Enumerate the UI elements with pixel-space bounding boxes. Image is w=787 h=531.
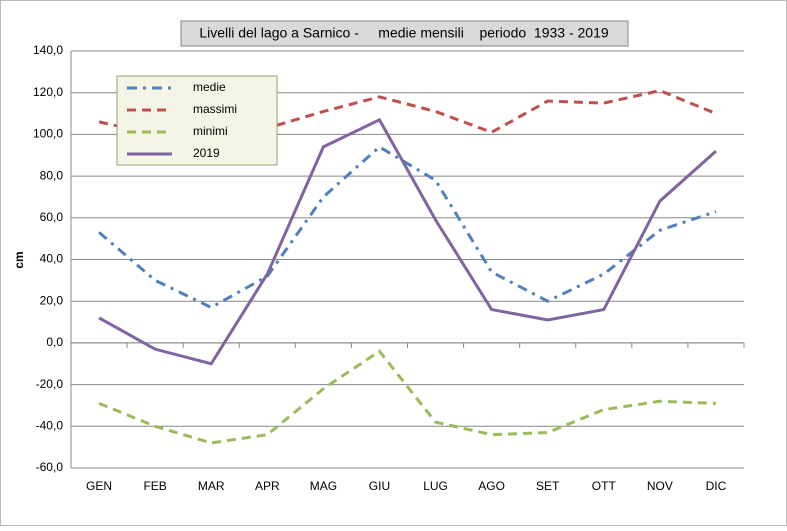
y-tick-label: 80,0 <box>40 168 64 182</box>
title-box <box>180 20 629 47</box>
series-line <box>98 117 717 366</box>
chart-title: Livelli del lago a Sarnico - medie mensi… <box>199 25 609 41</box>
x-tick-label: FEB <box>143 479 166 493</box>
x-tick-label: GIU <box>369 479 390 493</box>
series-line <box>98 89 717 138</box>
legend-label: 2019 <box>193 146 220 160</box>
x-tick-label: APR <box>255 479 280 493</box>
x-tick-label: SET <box>536 479 560 493</box>
y-tick-label: -60,0 <box>36 460 64 474</box>
y-axis-label: cm <box>12 251 26 268</box>
x-tick-label: GEN <box>86 479 112 493</box>
y-tick-label: 100,0 <box>33 127 63 141</box>
y-tick-label: 20,0 <box>40 293 64 307</box>
x-tick-label: AGO <box>478 479 505 493</box>
legend-box <box>116 75 278 166</box>
y-tick-label: 120,0 <box>33 85 63 99</box>
legend-label: minimi <box>193 124 228 138</box>
y-tick-label: 60,0 <box>40 210 64 224</box>
x-tick-label: MAG <box>310 479 337 493</box>
x-tick-label: NOV <box>647 479 673 493</box>
y-tick-label: -20,0 <box>36 377 64 391</box>
series-line <box>98 145 717 310</box>
y-tick-label: 0,0 <box>46 335 63 349</box>
y-tick-label: -40,0 <box>36 418 64 432</box>
y-tick-label: 140,0 <box>33 43 63 57</box>
legend-label: medie <box>193 80 226 94</box>
x-tick-label: MAR <box>198 479 225 493</box>
y-tick-label: 40,0 <box>40 252 64 266</box>
series-line <box>98 349 717 445</box>
x-tick-label: OTT <box>592 479 617 493</box>
legend-label: massimi <box>193 102 237 116</box>
x-tick-label: LUG <box>423 479 448 493</box>
x-tick-label: DIC <box>706 479 727 493</box>
